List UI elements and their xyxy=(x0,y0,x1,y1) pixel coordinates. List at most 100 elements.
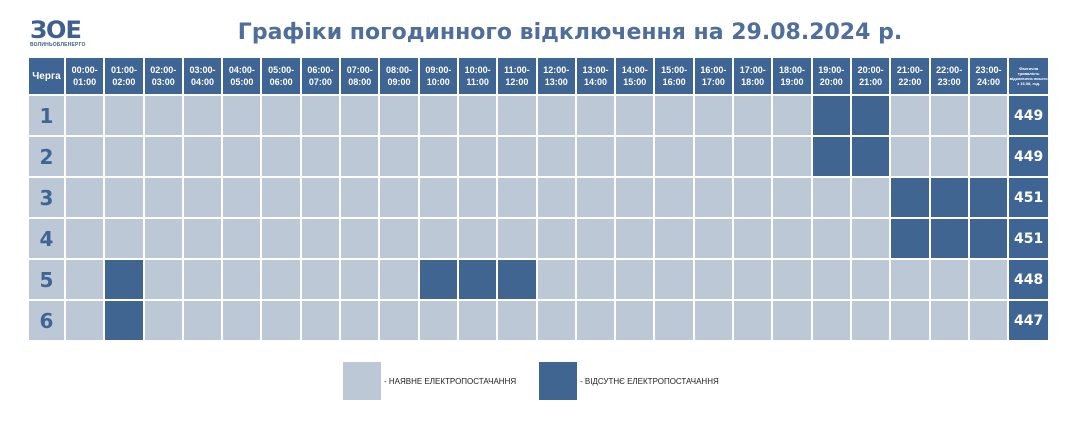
slot-cell-powered xyxy=(576,137,615,176)
slot-header: 13:00- 14:00 xyxy=(576,58,615,94)
slot-cell-powered xyxy=(969,137,1008,176)
slot-cell-powered xyxy=(183,219,222,258)
slot-cell-powered xyxy=(301,137,340,176)
slot-header: 09:00- 10:00 xyxy=(419,58,457,94)
slot-cell-powered xyxy=(655,219,693,258)
slot-cell-powered xyxy=(458,96,497,135)
slot-cell-powered xyxy=(301,260,340,299)
slot-header: 07:00- 08:00 xyxy=(341,58,379,94)
slot-cell-powered xyxy=(262,137,300,176)
slot-cell-powered xyxy=(105,137,143,176)
slot-start: 20:00- xyxy=(857,65,884,75)
slot-cell-powered xyxy=(341,260,379,299)
queue-number: 1 xyxy=(29,96,64,135)
total-hours-value: 451 xyxy=(1009,178,1049,217)
slot-header: 03:00- 04:00 xyxy=(183,58,222,94)
table-header-row: Черга 00:00- 01:00 01:00- 02:00 02:00- 03:00 0… xyxy=(29,58,1049,94)
slot-end: 01:00 xyxy=(73,77,97,87)
slot-header: 01:00- 02:00 xyxy=(105,58,143,94)
queue-column-header: Черга xyxy=(29,58,64,94)
slot-cell-powered xyxy=(891,96,929,135)
slot-cell-powered xyxy=(105,178,143,217)
slot-cell-powered xyxy=(105,219,143,258)
slot-cell-powered xyxy=(144,96,182,135)
slot-cell-powered xyxy=(773,178,811,217)
slot-header: 14:00- 15:00 xyxy=(616,58,654,94)
slot-cell-powered xyxy=(66,219,104,258)
slot-cell-powered xyxy=(734,260,772,299)
slot-cell-powered xyxy=(576,178,615,217)
slot-cell-powered xyxy=(655,178,693,217)
slot-cell-powered xyxy=(537,301,575,340)
slot-cell-powered xyxy=(223,219,261,258)
slot-cell-powered xyxy=(262,301,300,340)
slot-cell-powered xyxy=(498,219,536,258)
slot-start: 21:00- xyxy=(896,65,923,75)
slot-cell-outage xyxy=(891,219,929,258)
total-hours-value: 449 xyxy=(1009,96,1049,135)
slot-cell-powered xyxy=(616,137,654,176)
legend-on-label: - НАЯВНЕ ЕЛЕКТРОПОСТАЧАННЯ xyxy=(384,377,517,386)
slot-start: 13:00- xyxy=(582,65,609,75)
slot-cell-powered xyxy=(576,301,615,340)
slot-header: 20:00- 21:00 xyxy=(851,58,890,94)
slot-cell-powered xyxy=(576,96,615,135)
slot-cell-outage xyxy=(419,260,457,299)
slot-cell-powered xyxy=(301,178,340,217)
slot-cell-powered xyxy=(734,178,772,217)
slot-end: 24:00 xyxy=(976,77,1000,87)
total-hours-value: 448 xyxy=(1009,260,1049,299)
slot-end: 04:00 xyxy=(191,77,215,87)
slot-cell-powered xyxy=(537,260,575,299)
slot-cell-powered xyxy=(537,137,575,176)
slot-cell-powered xyxy=(380,96,418,135)
slot-start: 01:00- xyxy=(110,65,137,75)
slot-cell-powered xyxy=(537,219,575,258)
slot-cell-powered xyxy=(812,219,850,258)
slot-end: 14:00 xyxy=(583,77,608,87)
slot-cell-powered xyxy=(891,137,929,176)
slot-cell-powered xyxy=(341,301,379,340)
slot-cell-powered xyxy=(773,96,811,135)
slot-end: 10:00 xyxy=(426,77,450,87)
slot-cell-powered xyxy=(773,260,811,299)
slot-end: 07:00 xyxy=(308,77,332,87)
slot-end: 02:00 xyxy=(112,77,136,87)
table-row: 3 451 xyxy=(29,178,1049,217)
slot-header: 16:00- 17:00 xyxy=(694,58,733,94)
slot-header: 18:00- 19:00 xyxy=(773,58,811,94)
slot-start: 06:00- xyxy=(307,65,334,75)
slot-cell-powered xyxy=(655,137,693,176)
slot-cell-powered xyxy=(616,301,654,340)
slot-cell-powered xyxy=(773,137,811,176)
slot-cell-powered xyxy=(419,219,457,258)
slot-cell-outage xyxy=(891,178,929,217)
slot-cell-powered xyxy=(144,301,182,340)
outage-schedule-table: Черга 00:00- 01:00 01:00- 02:00 02:00- 03:00 0… xyxy=(27,56,1050,342)
slot-cell-powered xyxy=(380,301,418,340)
slot-cell-powered xyxy=(223,260,261,299)
queue-number: 3 xyxy=(29,178,64,217)
slot-cell-powered xyxy=(694,137,733,176)
slot-start: 23:00- xyxy=(975,65,1002,75)
slot-start: 00:00- xyxy=(71,65,98,75)
slot-cell-outage xyxy=(812,96,850,135)
slot-cell-powered xyxy=(66,96,104,135)
slot-start: 12:00- xyxy=(543,65,570,75)
slot-start: 04:00- xyxy=(228,65,255,75)
slot-end: 18:00 xyxy=(741,77,765,87)
slot-cell-powered xyxy=(66,178,104,217)
slot-cell-outage xyxy=(851,137,890,176)
slot-cell-powered xyxy=(66,301,104,340)
slot-start: 09:00- xyxy=(425,65,452,75)
slot-cell-powered xyxy=(66,137,104,176)
logo: ЗОЕ ВОЛИНЬОБЛЕНЕРГО xyxy=(30,18,92,48)
slot-start: 16:00- xyxy=(700,65,727,75)
slot-cell-powered xyxy=(105,96,143,135)
slot-cell-powered xyxy=(694,260,733,299)
table-row: 2 449 xyxy=(29,137,1049,176)
slot-cell-powered xyxy=(891,260,929,299)
slot-cell-powered xyxy=(262,96,300,135)
slot-cell-powered xyxy=(183,178,222,217)
legend-on-swatch xyxy=(343,362,381,400)
